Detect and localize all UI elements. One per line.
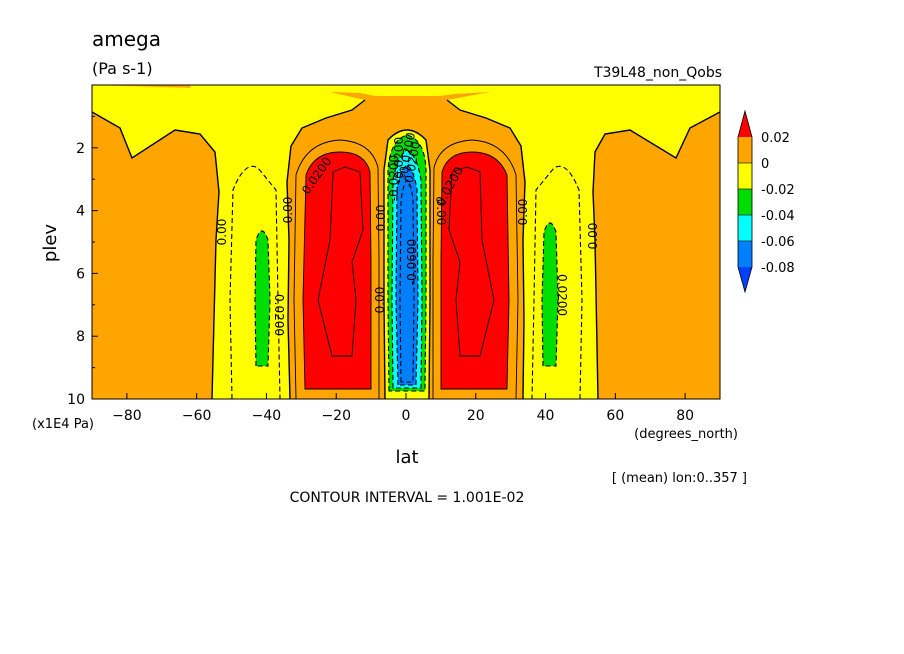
contour-pos-03-s (317, 166, 364, 357)
field-yellow-south (92, 85, 365, 399)
colorbar-label: 0.02 (761, 131, 790, 146)
colorbar-swatch-green (738, 189, 752, 215)
x-tick-label: 60 (606, 408, 624, 424)
chart-units: (Pa s-1) (92, 59, 153, 78)
field-yellow-north (447, 85, 720, 399)
contour-neg-02-s (254, 230, 271, 367)
colorbar-swatch-yellow (738, 163, 752, 189)
colorbar-label: 0 (761, 157, 769, 172)
colorbar-swatch-cyan (738, 215, 752, 241)
contour-interval-note: CONTOUR INTERVAL = 1.001E-02 (290, 490, 525, 506)
zero-contours (92, 99, 720, 399)
contour-label: 0.00 (374, 205, 388, 232)
colorbar-swatch-blue (738, 241, 752, 267)
colorbar-label: -0.08 (761, 261, 795, 276)
contour-pos-02-s (302, 151, 372, 390)
colorbar-top-arrow (738, 111, 752, 137)
chart-title: amega (92, 27, 161, 51)
x-tick-label: 40 (537, 408, 555, 424)
field-blue-equator (396, 165, 418, 385)
x-axis-label: lat (395, 447, 418, 468)
contour-neg-02-n (541, 222, 559, 367)
y-tick-label: 8 (76, 329, 85, 345)
contour-neg-eq-06 (395, 164, 419, 386)
x-tick-label: −80 (112, 408, 142, 424)
y-axis: 2 4 6 8 10 (67, 115, 98, 408)
colorbar-label: -0.04 (761, 209, 795, 224)
mean-note: [ (mean) lon:0..357 ] (612, 471, 747, 486)
x-tick-label: −20 (321, 408, 351, 424)
zero-contour-n2 (446, 99, 526, 399)
field-green-south (255, 231, 270, 366)
y-tick-label: 6 (76, 266, 85, 282)
contour-neg-01-n (531, 165, 583, 399)
colorbar-outline (737, 109, 753, 294)
colorbar: 0.02 0 -0.02 -0.04 -0.06 -0.08 (737, 109, 795, 294)
contour-pos-02-n (440, 151, 510, 390)
x-tick-label: 0 (402, 408, 411, 424)
contour-neg-01-s (229, 165, 281, 399)
y-tick-label: 4 (76, 204, 85, 220)
y-units-label: (x1E4 Pa) (32, 417, 94, 432)
contour-label: 0.00 (434, 199, 448, 226)
contour-label: 0.00 (281, 197, 295, 224)
colorbar-bottom-arrow (738, 267, 752, 292)
contour-neg-eq-08 (399, 179, 415, 383)
colorbar-label: -0.02 (761, 183, 795, 198)
positive-contours (293, 139, 519, 399)
x-tick-label: −40 (252, 408, 282, 424)
zero-contour-n1 (592, 111, 720, 399)
x-tick-label: 80 (676, 408, 694, 424)
contour-label: 0.0200 (272, 294, 286, 336)
zero-contour-eq (383, 129, 431, 399)
contour-label: 0.00 (373, 287, 387, 314)
contour-pos-01-n (432, 139, 519, 399)
contour-label: 0.00 (215, 219, 229, 246)
negative-contours (229, 134, 583, 399)
contour-label: -0.0200 (392, 137, 406, 183)
x-tick-label: 20 (467, 408, 485, 424)
contour-pos-03-n (448, 166, 495, 357)
contour-neg-eq-04 (391, 149, 423, 389)
contour-label: 0.00 (586, 223, 600, 250)
contour-label: 0.00 (516, 199, 530, 226)
y-tick-label: 2 (76, 141, 85, 157)
zero-contour-s2 (286, 99, 366, 399)
contour-field: 0.00 0.00 0.0200 0.0200 0.00 0.00 0.00 -… (92, 85, 720, 399)
contour-label: -0.0200 (387, 155, 401, 201)
contour-neg-eq-02 (387, 134, 427, 392)
contour-pos-01-s (293, 139, 380, 399)
contour-label: -0.0600 (405, 239, 419, 285)
colorbar-label: -0.06 (761, 235, 795, 250)
y-tick-label: 10 (67, 392, 85, 408)
field-green-north (542, 223, 558, 366)
x-axis: −80 −60 −40 −20 0 20 40 60 80 (112, 393, 694, 424)
contour-label: 0.0200 (555, 274, 569, 316)
x-units-label: (degrees_north) (634, 427, 738, 442)
zero-contour-s1 (92, 111, 220, 399)
experiment-label: T39L48_non_Qobs (593, 65, 722, 81)
x-tick-label: −60 (182, 408, 212, 424)
y-axis-label: plev (40, 224, 61, 263)
colorbar-swatch-orange (738, 137, 752, 163)
